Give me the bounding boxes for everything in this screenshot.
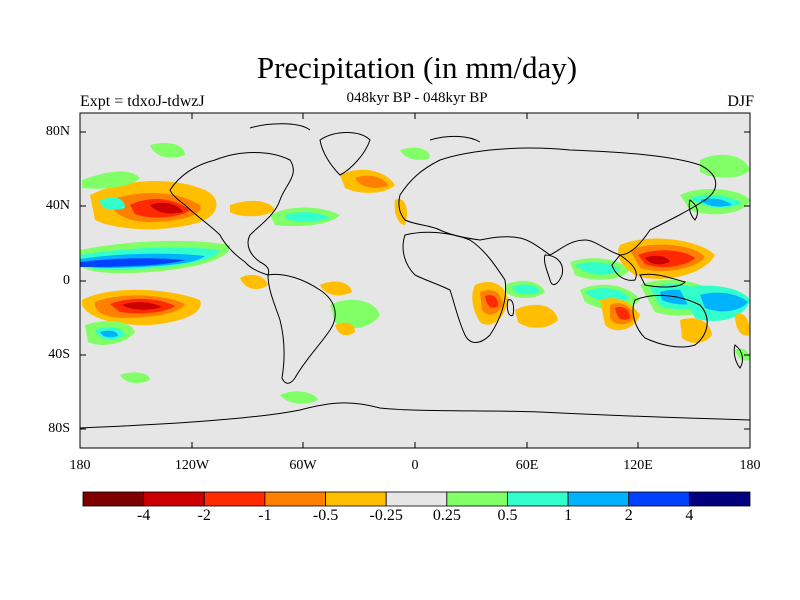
lat-label-40n: 40N xyxy=(45,198,70,213)
colorbar-label: -0.5 xyxy=(312,507,339,524)
lon-ticks xyxy=(191,113,639,448)
lat-label-40s: 40S xyxy=(48,347,70,362)
colorbar-label: 0.25 xyxy=(432,507,461,524)
lat-label-80n: 80N xyxy=(45,124,70,139)
colorbar xyxy=(82,491,751,507)
lon-label-180w: 180 xyxy=(69,458,91,473)
chart-title: Precipitation (in mm/day) xyxy=(256,50,578,85)
colorbar-label: 1 xyxy=(564,507,573,524)
colorbar-swatch xyxy=(143,491,205,507)
colorbar-swatch xyxy=(203,491,266,507)
season-label: DJF xyxy=(727,93,754,110)
experiment-label: Expt = tdxoJ-tdwzJ xyxy=(80,93,205,110)
colorbar-label: 4 xyxy=(685,507,694,524)
map-background xyxy=(80,113,750,448)
lon-label-0: 0 xyxy=(411,458,419,473)
lon-label-120w: 120W xyxy=(174,458,210,473)
colorbar-swatch xyxy=(446,491,508,507)
lon-label-60e: 60E xyxy=(515,458,539,473)
colorbar-swatch xyxy=(507,491,569,507)
colorbar-label: 0.5 xyxy=(497,507,518,524)
precip-anomaly-field xyxy=(80,143,750,404)
coastlines xyxy=(80,123,750,429)
colorbar-swatch xyxy=(628,491,690,507)
colorbar-label: -0.25 xyxy=(369,507,403,524)
colorbar-swatch xyxy=(264,491,326,507)
colorbar-swatch xyxy=(567,491,630,507)
lon-label-60w: 60W xyxy=(289,458,317,473)
colorbar-label: 2 xyxy=(624,507,633,524)
colorbar-swatch xyxy=(325,491,387,507)
lat-label-0: 0 xyxy=(63,273,70,288)
chart-subtitle: 048kyr BP - 048kyr BP xyxy=(346,90,488,106)
lon-label-180e: 180 xyxy=(739,458,761,473)
colorbar-label: -4 xyxy=(136,507,151,524)
colorbar-swatch xyxy=(82,491,145,507)
colorbar-swatch xyxy=(385,491,448,507)
colorbar-label: -1 xyxy=(258,507,272,524)
lat-ticks xyxy=(80,131,750,430)
lat-label-80s: 80S xyxy=(48,421,70,436)
colorbar-swatch xyxy=(688,491,751,507)
lon-label-120e: 120E xyxy=(623,458,653,473)
colorbar-label: -2 xyxy=(197,507,211,524)
